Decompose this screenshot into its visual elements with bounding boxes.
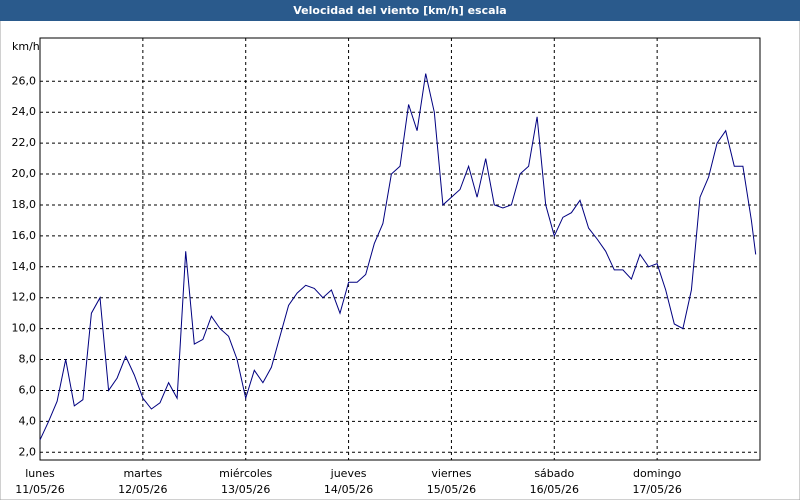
x-tick-date: 13/05/26 [221,483,270,496]
y-tick-label: 4,0 [19,414,37,427]
y-tick-label: 14,0 [12,260,37,273]
y-tick-label: 12,0 [12,291,37,304]
y-tick-label: 18,0 [12,198,37,211]
x-tick-label: sábado [534,467,574,480]
data-line [39,73,757,441]
plot-area [39,37,761,461]
y-tick-label: 16,0 [12,229,37,242]
y-tick-label: 10,0 [12,322,37,335]
y-tick-label: 24,0 [12,105,37,118]
y-tick-label: 20,0 [12,167,37,180]
x-tick-date: 14/05/26 [324,483,373,496]
x-tick-label: martes [123,467,162,480]
x-tick-date: 11/05/26 [15,483,64,496]
y-tick-label: 22,0 [12,136,37,149]
x-tick-label: domingo [633,467,681,480]
title-bar [0,0,800,21]
x-tick-label: miércoles [219,467,272,480]
y-tick-label: 2,0 [19,445,37,458]
x-tick-date: 17/05/26 [632,483,681,496]
y-tick-label: 6,0 [19,383,37,396]
y-tick-label: 8,0 [19,353,37,366]
y-axis-label: km/h [12,40,40,53]
chart-title: Velocidad del viento [km/h] escala [293,4,506,17]
x-tick-date: 16/05/26 [530,483,579,496]
x-tick-label: lunes [25,467,55,480]
x-tick-label: jueves [330,467,367,480]
x-tick-date: 12/05/26 [118,483,167,496]
y-tick-label: 26,0 [12,74,37,87]
x-tick-date: 15/05/26 [427,483,476,496]
x-tick-label: viernes [431,467,471,480]
